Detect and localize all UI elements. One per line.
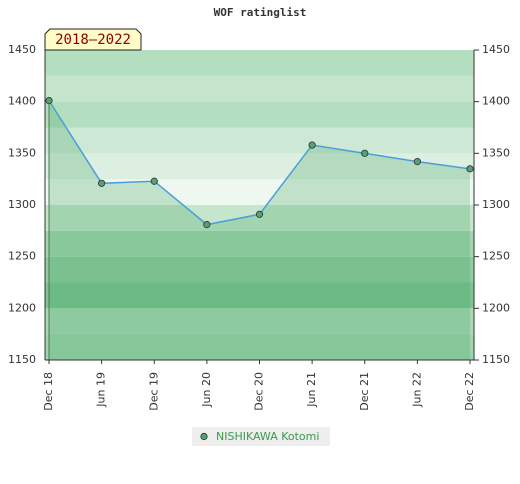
band: [45, 230, 474, 257]
x-tick-label: Dec 20: [253, 372, 266, 411]
y2-tick-label: 1150: [482, 353, 510, 366]
legend-marker: [200, 432, 208, 441]
point: [308, 141, 316, 149]
band: [45, 179, 474, 205]
x-tick-label: Jun 20: [200, 372, 213, 408]
band: [45, 101, 474, 128]
band: [45, 50, 474, 76]
y-tick-label: 1450: [8, 43, 36, 56]
legend-label: NISHIKAWA Kotomi: [216, 430, 319, 443]
band: [45, 153, 474, 180]
y2-tick-label: 1350: [482, 146, 510, 159]
x-tick-label: Dec 19: [147, 372, 160, 411]
legend-box: [192, 427, 330, 446]
x-tick-label: Dec 22: [463, 372, 476, 411]
point: [413, 158, 421, 166]
band: [45, 75, 474, 102]
y-tick-label: 1400: [8, 95, 36, 108]
y2-tick-label: 1450: [482, 43, 510, 56]
y-tick-label: 1150: [8, 353, 36, 366]
y-tick-label: 1300: [8, 198, 36, 211]
y-tick-label: 1350: [8, 146, 36, 159]
point: [45, 97, 53, 105]
point: [150, 177, 158, 185]
band: [45, 127, 474, 154]
y2-tick-label: 1250: [482, 250, 510, 263]
point: [203, 221, 211, 229]
band: [45, 334, 474, 360]
y2-tick-label: 1400: [482, 95, 510, 108]
band: [45, 205, 474, 231]
annotation: 2018–2022: [55, 32, 131, 48]
x-tick-label: Dec 21: [358, 372, 371, 411]
point: [361, 149, 369, 157]
y2-tick-label: 1200: [482, 301, 510, 314]
x-tick-label: Jun 21: [305, 372, 318, 408]
y-tick-label: 1200: [8, 301, 36, 314]
annotation-box: [44, 28, 142, 51]
band: [45, 308, 474, 335]
point: [255, 210, 264, 218]
point: [466, 165, 474, 173]
area: [49, 100, 470, 360]
point: [98, 179, 106, 187]
y-tick-label: 1250: [8, 250, 36, 263]
x-tick-label: Jun 19: [95, 372, 108, 408]
band: [45, 282, 474, 309]
chart-title: WOF ratinglist: [214, 6, 307, 19]
band: [45, 256, 474, 283]
x-tick-label: Jun 22: [410, 372, 423, 408]
x-tick-label: Dec 18: [42, 372, 55, 411]
y2-tick-label: 1300: [482, 198, 510, 211]
